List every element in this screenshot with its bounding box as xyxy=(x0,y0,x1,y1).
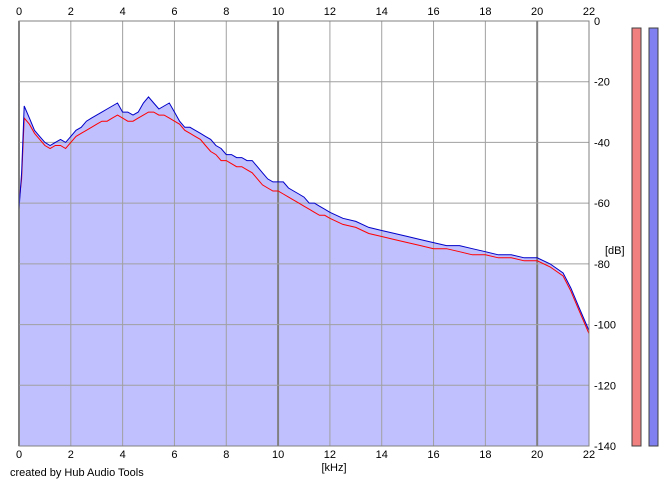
x-tick-label-bottom: 14 xyxy=(376,449,388,461)
x-tick-label-top: 2 xyxy=(68,6,74,18)
level-meter-right xyxy=(648,27,659,447)
x-tick-label-bottom: 2 xyxy=(68,449,74,461)
x-tick-label-top: 4 xyxy=(120,6,126,18)
x-tick-label-top: 6 xyxy=(171,6,177,18)
y-tick-label: 0 xyxy=(594,16,600,28)
x-tick-label-bottom: 18 xyxy=(479,449,491,461)
x-tick-label-top: 0 xyxy=(16,6,22,18)
y-tick-label: -60 xyxy=(594,198,610,210)
y-axis-label: [dB] xyxy=(605,245,625,257)
x-tick-label-bottom: 10 xyxy=(272,449,284,461)
x-tick-label-bottom: 16 xyxy=(427,449,439,461)
x-tick-label-bottom: 8 xyxy=(223,449,229,461)
y-tick-label: -120 xyxy=(594,380,616,392)
x-tick-label-bottom: 0 xyxy=(16,449,22,461)
y-tick-label: -100 xyxy=(594,320,616,332)
spectrum-fill-area xyxy=(19,96,589,447)
x-tick-label-bottom: 4 xyxy=(120,449,126,461)
x-tick-label-top: 18 xyxy=(479,6,491,18)
series-line-blue xyxy=(18,96,590,331)
y-tick-label: -40 xyxy=(594,137,610,149)
x-tick-label-bottom: 22 xyxy=(583,449,595,461)
x-tick-label-top: 12 xyxy=(324,6,336,18)
x-tick-label-top: 22 xyxy=(583,6,595,18)
credit-text: created by Hub Audio Tools xyxy=(10,467,144,479)
y-tick-label: -140 xyxy=(594,441,616,453)
x-tick-label-top: 10 xyxy=(272,6,284,18)
y-tick-label: -20 xyxy=(594,77,610,89)
x-tick-label-bottom: 20 xyxy=(531,449,543,461)
series-line-red xyxy=(18,111,590,334)
x-tick-label-top: 16 xyxy=(427,6,439,18)
plot-frame xyxy=(18,20,590,447)
level-meter-left xyxy=(631,27,642,447)
x-tick-label-bottom: 12 xyxy=(324,449,336,461)
x-tick-label-top: 14 xyxy=(376,6,388,18)
x-tick-label-top: 8 xyxy=(223,6,229,18)
x-axis-label: [kHz] xyxy=(321,462,346,474)
y-tick-label: -80 xyxy=(594,259,610,271)
x-tick-label-top: 20 xyxy=(531,6,543,18)
x-tick-label-bottom: 6 xyxy=(171,449,177,461)
